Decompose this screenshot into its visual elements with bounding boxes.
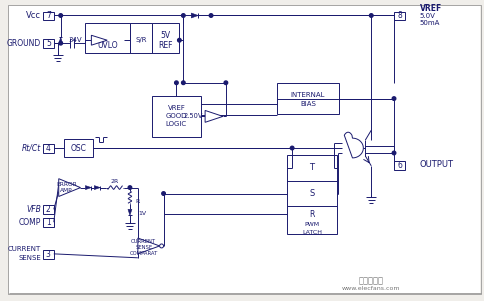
Text: LOGIC: LOGIC xyxy=(166,121,187,127)
Text: INTERNAL: INTERNAL xyxy=(290,92,325,98)
Text: SENSE: SENSE xyxy=(135,245,152,250)
Text: Vcc: Vcc xyxy=(26,11,41,20)
Bar xyxy=(43,218,54,227)
Polygon shape xyxy=(59,179,80,197)
Text: CURRENT: CURRENT xyxy=(131,240,156,244)
Text: ERROR: ERROR xyxy=(56,182,76,187)
Text: 3: 3 xyxy=(46,250,51,259)
Text: S/R: S/R xyxy=(135,37,146,43)
Text: 50mA: 50mA xyxy=(419,20,439,26)
Polygon shape xyxy=(205,110,223,122)
Polygon shape xyxy=(59,37,62,42)
Text: 2: 2 xyxy=(46,205,51,214)
Circle shape xyxy=(209,14,212,17)
Bar xyxy=(43,39,54,48)
Circle shape xyxy=(59,14,62,17)
Circle shape xyxy=(181,81,185,85)
Text: COMP: COMP xyxy=(18,218,41,227)
Text: PWM: PWM xyxy=(304,222,319,227)
Text: OUTPUT: OUTPUT xyxy=(419,160,453,169)
Text: 电子发烧友: 电子发烧友 xyxy=(358,276,383,285)
Text: VFB: VFB xyxy=(26,205,41,214)
Bar xyxy=(393,11,404,20)
Text: 5.0V: 5.0V xyxy=(419,14,435,20)
Bar xyxy=(43,11,54,20)
Polygon shape xyxy=(137,238,159,254)
Bar xyxy=(130,23,151,53)
Bar xyxy=(287,155,336,234)
Text: SENSE: SENSE xyxy=(18,255,41,261)
Circle shape xyxy=(224,81,227,85)
Text: 7: 7 xyxy=(46,11,51,20)
Text: R: R xyxy=(135,199,139,204)
Text: T: T xyxy=(309,163,314,172)
Bar xyxy=(151,96,201,137)
Polygon shape xyxy=(94,186,100,190)
Text: UVLO: UVLO xyxy=(97,41,118,50)
Text: 6: 6 xyxy=(396,161,401,170)
Circle shape xyxy=(369,14,372,17)
Circle shape xyxy=(177,39,181,42)
Text: Rt/Ct: Rt/Ct xyxy=(22,144,41,153)
Circle shape xyxy=(159,244,163,248)
Text: LATCH: LATCH xyxy=(302,230,321,234)
Text: 2.50V: 2.50V xyxy=(183,113,203,119)
Bar xyxy=(63,139,93,157)
Text: GOOD: GOOD xyxy=(166,113,187,119)
Polygon shape xyxy=(191,13,198,18)
Polygon shape xyxy=(91,35,107,45)
Text: 2R: 2R xyxy=(111,179,119,184)
Circle shape xyxy=(392,151,395,155)
Circle shape xyxy=(162,192,165,195)
Text: 34V: 34V xyxy=(68,37,82,43)
Bar xyxy=(43,205,54,214)
Circle shape xyxy=(290,146,293,150)
Circle shape xyxy=(128,186,132,189)
Text: CURRENT: CURRENT xyxy=(8,246,41,252)
Bar xyxy=(393,161,404,170)
Text: 4: 4 xyxy=(46,144,51,153)
Circle shape xyxy=(59,42,62,45)
Text: VREF: VREF xyxy=(419,4,441,13)
Text: COMPARAT: COMPARAT xyxy=(129,251,158,256)
Polygon shape xyxy=(85,186,91,190)
Bar xyxy=(43,144,54,153)
Circle shape xyxy=(392,97,395,100)
Text: 1: 1 xyxy=(46,218,51,227)
Text: S: S xyxy=(309,189,314,198)
Text: GROUND: GROUND xyxy=(7,39,41,48)
Text: AMP: AMP xyxy=(60,188,73,193)
Text: REF: REF xyxy=(158,41,172,50)
Text: BIAS: BIAS xyxy=(300,101,315,107)
Circle shape xyxy=(174,81,178,85)
Text: 5V: 5V xyxy=(160,31,170,40)
Bar xyxy=(43,250,54,259)
Text: 8: 8 xyxy=(396,11,401,20)
Text: www.elecfans.com: www.elecfans.com xyxy=(341,286,400,291)
Text: 1V: 1V xyxy=(137,211,146,216)
Text: VREF: VREF xyxy=(167,105,185,111)
Text: R: R xyxy=(309,210,314,219)
Bar xyxy=(277,83,338,114)
Circle shape xyxy=(181,14,185,17)
Bar xyxy=(85,23,130,53)
Polygon shape xyxy=(344,132,363,158)
Polygon shape xyxy=(128,209,132,215)
Text: OSC: OSC xyxy=(71,144,86,153)
Text: 5: 5 xyxy=(46,39,51,48)
Bar xyxy=(151,23,179,53)
